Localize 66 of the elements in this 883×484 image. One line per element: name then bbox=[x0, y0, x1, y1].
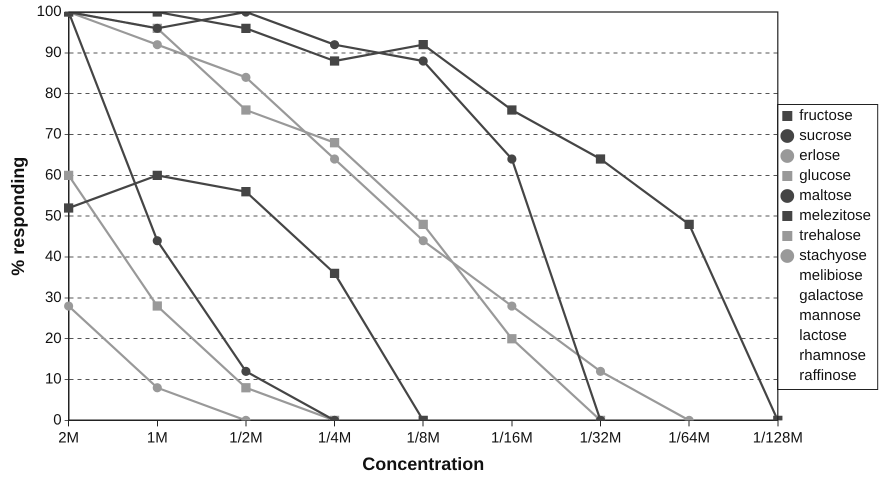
y-tick-label: 100 bbox=[36, 3, 62, 20]
x-tick-label: 1/64M bbox=[668, 430, 710, 447]
point bbox=[330, 154, 340, 164]
text: rhamnose bbox=[799, 347, 866, 364]
x-tick-label: 1/128M bbox=[752, 430, 803, 447]
point bbox=[241, 72, 251, 82]
x-tick-label: 1/4M bbox=[318, 430, 352, 447]
x-tick-label: 1/8M bbox=[406, 430, 440, 447]
point bbox=[596, 154, 606, 164]
y-tick-label: 60 bbox=[44, 166, 62, 184]
point bbox=[64, 203, 74, 213]
legend-label: fructose bbox=[799, 107, 853, 124]
point bbox=[241, 383, 251, 392]
point bbox=[507, 154, 516, 164]
point bbox=[684, 220, 694, 230]
legend-label: melezitose bbox=[799, 207, 872, 224]
legend-label: maltose bbox=[799, 187, 852, 204]
point bbox=[241, 187, 251, 196]
y-tick-label: 20 bbox=[44, 330, 62, 347]
y-tick-label: 50 bbox=[44, 207, 62, 224]
point bbox=[418, 56, 428, 66]
x-tick-label: 1/2M bbox=[229, 430, 263, 447]
point bbox=[241, 24, 251, 33]
x-tick-label: 1/32M bbox=[580, 430, 622, 447]
point bbox=[418, 236, 428, 246]
x-tick-label: 1M bbox=[146, 430, 168, 447]
point bbox=[241, 366, 251, 376]
point bbox=[507, 301, 516, 311]
x-tick-label: 2M bbox=[58, 430, 80, 447]
point bbox=[418, 220, 428, 230]
point bbox=[418, 40, 428, 50]
point bbox=[330, 56, 340, 66]
text: galactose bbox=[799, 287, 864, 304]
y-axis-title: % responding bbox=[8, 156, 28, 276]
text: mannose bbox=[799, 307, 862, 324]
text: lactose bbox=[799, 327, 847, 344]
y-tick-label: 90 bbox=[44, 44, 62, 61]
point bbox=[330, 40, 340, 50]
point bbox=[152, 170, 162, 180]
point bbox=[330, 268, 340, 278]
point bbox=[152, 301, 162, 311]
legend-label: trehalose bbox=[799, 227, 862, 244]
point bbox=[330, 138, 340, 148]
y-tick-label: 70 bbox=[44, 126, 62, 143]
y-tick-label: 0 bbox=[53, 412, 62, 429]
point bbox=[152, 40, 162, 50]
legend-label: sucrose bbox=[799, 127, 852, 144]
legend-label: erlose bbox=[799, 147, 840, 164]
legend-label: stachyose bbox=[799, 247, 867, 264]
point bbox=[507, 105, 516, 115]
y-tick-label: 80 bbox=[44, 84, 62, 102]
point bbox=[507, 334, 516, 344]
x-axis-title: Concentration bbox=[362, 454, 484, 474]
point bbox=[64, 170, 74, 180]
point bbox=[64, 301, 74, 311]
point bbox=[152, 383, 162, 392]
point bbox=[596, 366, 606, 376]
y-tick-label: 10 bbox=[44, 370, 62, 388]
text: melibiose bbox=[799, 267, 863, 284]
point bbox=[152, 236, 162, 246]
legend-label: glucose bbox=[799, 167, 852, 184]
y-tick-label: 30 bbox=[44, 289, 62, 306]
y-tick-label: 40 bbox=[44, 248, 62, 266]
point bbox=[241, 105, 251, 115]
x-tick-label: 1/16M bbox=[491, 430, 533, 447]
text: raffinose bbox=[799, 367, 857, 384]
